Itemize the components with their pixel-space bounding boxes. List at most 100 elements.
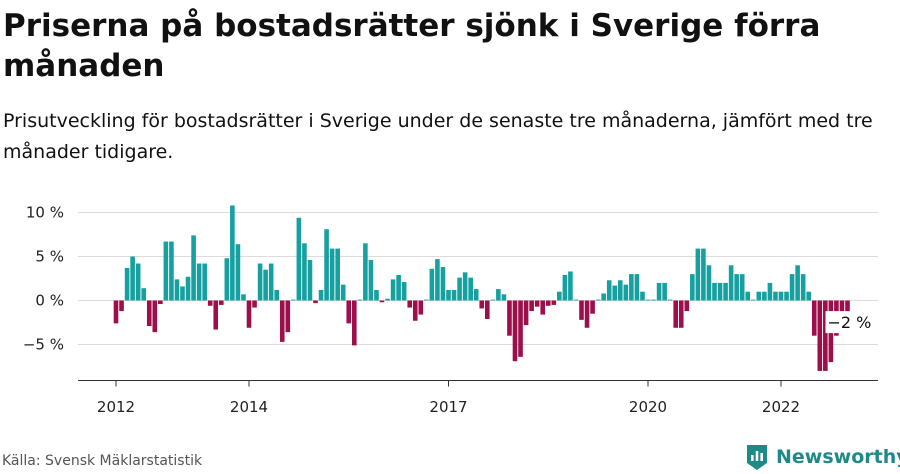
bar: [401, 282, 407, 301]
bar: [484, 300, 490, 319]
bar: [568, 271, 573, 301]
bar: [717, 282, 723, 301]
x-tick-label: 2014: [230, 398, 268, 416]
bar: [329, 248, 335, 301]
bar: [285, 300, 291, 333]
bar: [512, 300, 518, 362]
bar: [690, 274, 695, 301]
newsworthy-logo-icon: [747, 445, 767, 470]
bar: [218, 300, 224, 305]
bar: [629, 274, 634, 301]
bar: [363, 243, 368, 301]
bar: [606, 280, 612, 301]
bar: [424, 299, 429, 301]
bar: [335, 248, 340, 301]
bar: [263, 269, 268, 301]
bar: [185, 276, 191, 301]
bar: [180, 286, 185, 301]
x-tick-label: 2022: [762, 398, 800, 416]
bar: [745, 291, 751, 301]
bar: [412, 300, 418, 321]
bar: [795, 265, 800, 301]
bar: [130, 256, 135, 301]
bar: [734, 274, 739, 301]
bar: [811, 300, 817, 336]
bar: [789, 274, 795, 301]
bar: [656, 282, 662, 301]
bar: [390, 279, 396, 301]
bar: [451, 289, 457, 301]
bar: [324, 229, 329, 301]
bar: [435, 259, 440, 301]
bar: [540, 300, 546, 315]
bar: [839, 300, 845, 319]
bar: [562, 274, 568, 301]
bar: [163, 241, 169, 301]
bar: [590, 300, 595, 314]
bar: [274, 289, 280, 301]
bar: [462, 272, 468, 301]
bar: [291, 299, 296, 301]
bar: [728, 265, 734, 301]
bar: [784, 291, 789, 301]
bar: [446, 289, 451, 301]
bar: [468, 277, 473, 301]
bar: [673, 300, 679, 328]
bar: [579, 300, 584, 320]
last-value-label: −2 %: [827, 313, 871, 332]
x-axis: 2012 2014 2017 2020 2022: [78, 380, 878, 416]
bar: [396, 274, 401, 301]
bar: [473, 289, 479, 301]
bar: [340, 284, 346, 301]
bar: [407, 300, 413, 308]
bar: [701, 248, 706, 301]
bar: [357, 299, 363, 301]
brand-logo[interactable]: Newsworthy: [745, 442, 900, 472]
bar: [817, 300, 823, 371]
bar: [684, 300, 690, 312]
bar: [457, 277, 462, 301]
bar: [351, 300, 357, 346]
bar: [385, 298, 390, 301]
bar: [496, 289, 501, 301]
bar: [750, 299, 756, 301]
bar: [368, 260, 374, 301]
bar: [246, 300, 252, 328]
bar: [207, 300, 213, 306]
bar: [678, 300, 684, 328]
x-tick-label: 2012: [97, 398, 135, 416]
bar: [174, 279, 180, 301]
bar: [507, 300, 512, 336]
bar: [667, 299, 673, 301]
bar: [152, 300, 158, 333]
bar: [346, 300, 352, 324]
bar: [800, 274, 806, 301]
bar: [241, 294, 246, 301]
annotation-background: [825, 311, 872, 334]
bar: [778, 291, 784, 301]
bar: [695, 248, 701, 301]
bar: [191, 235, 196, 301]
bar: [379, 300, 385, 303]
bar: [119, 300, 124, 312]
bar: [518, 300, 523, 357]
bar: [141, 288, 147, 301]
bar: [739, 274, 745, 301]
bar: [645, 299, 651, 301]
bar: [584, 300, 590, 328]
bar: [479, 300, 485, 309]
bar: [169, 241, 174, 301]
y-axis: 10 % 5 % 0 % −5 %: [23, 204, 64, 354]
bar: [113, 300, 119, 324]
bar: [523, 300, 529, 326]
bar: [313, 300, 318, 304]
bar: [302, 243, 307, 301]
bar-series: [113, 205, 850, 371]
x-tick-label: 2020: [629, 398, 667, 416]
bar-chart: 10 % 5 % 0 % −5 % 2012 2014 2017 2020 2022 −2 %: [23, 204, 878, 416]
bar: [279, 300, 285, 342]
brand-name: Newsworthy: [776, 446, 900, 468]
bar: [595, 299, 601, 301]
bar: [124, 267, 130, 301]
y-tick-label: 0 %: [35, 292, 64, 310]
